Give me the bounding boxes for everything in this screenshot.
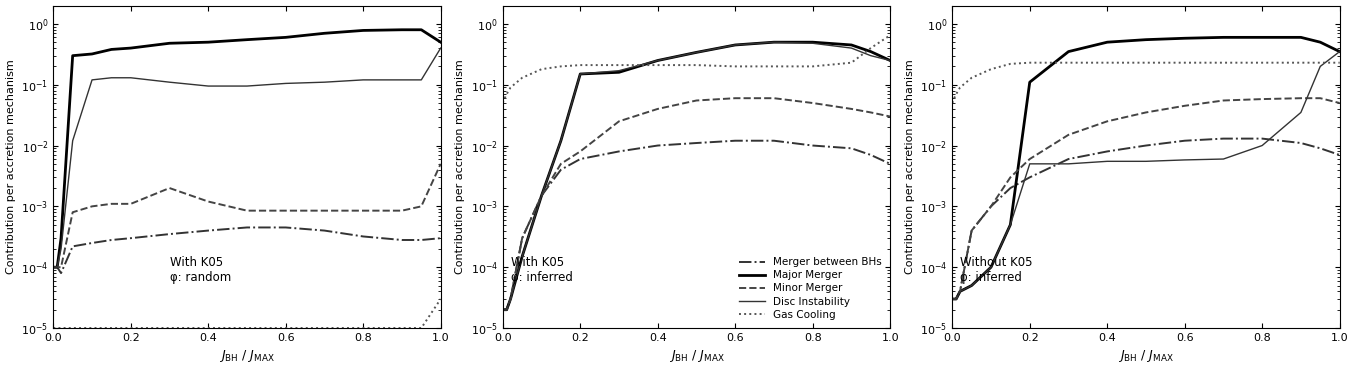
Y-axis label: Contribution per accretion mechanism: Contribution per accretion mechanism: [904, 60, 914, 274]
X-axis label: $J_{\rm BH}\ /\ J_{\rm MAX}$: $J_{\rm BH}\ /\ J_{\rm MAX}$: [219, 349, 275, 364]
Text: With K05
φ: random: With K05 φ: random: [169, 256, 230, 285]
X-axis label: $J_{\rm BH}\ /\ J_{\rm MAX}$: $J_{\rm BH}\ /\ J_{\rm MAX}$: [1118, 349, 1174, 364]
Y-axis label: Contribution per accretion mechanism: Contribution per accretion mechanism: [5, 60, 15, 274]
X-axis label: $J_{\rm BH}\ /\ J_{\rm MAX}$: $J_{\rm BH}\ /\ J_{\rm MAX}$: [669, 349, 724, 364]
Legend: Merger between BHs, Major Merger, Minor Merger, Disc Instability, Gas Cooling: Merger between BHs, Major Merger, Minor …: [735, 254, 886, 323]
Text: Without K05
φ: inferred: Without K05 φ: inferred: [960, 256, 1033, 285]
Y-axis label: Contribution per accretion mechanism: Contribution per accretion mechanism: [455, 60, 464, 274]
Text: With K05
φ: inferred: With K05 φ: inferred: [510, 256, 573, 285]
